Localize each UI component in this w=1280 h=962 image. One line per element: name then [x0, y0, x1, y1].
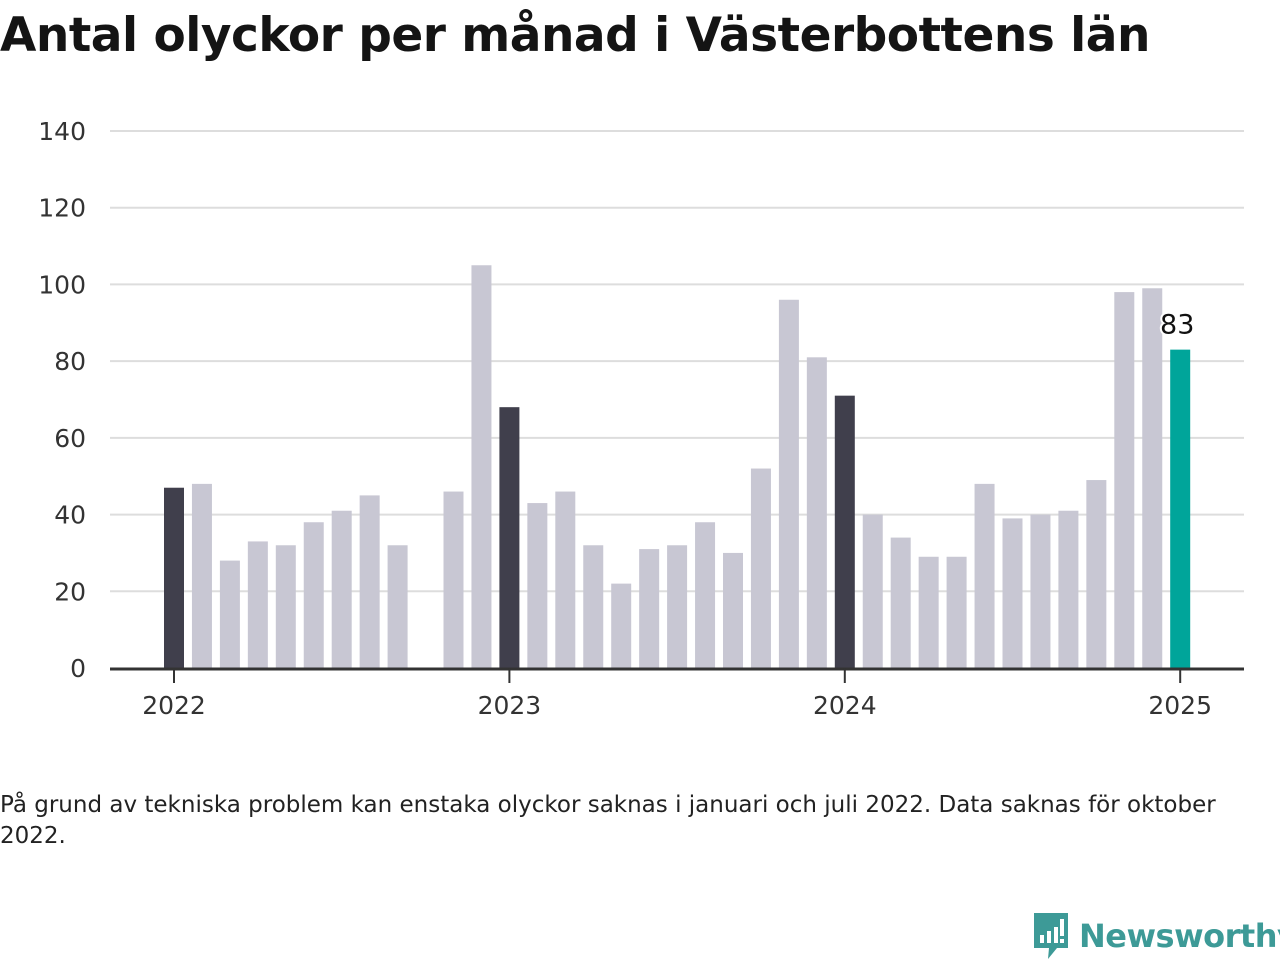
- bar-chart: 0 20 40 60 80 100 120 140 2022 2023 2024 2025 83: [38, 117, 1244, 720]
- bar-2024-01: [834, 395, 855, 668]
- y-tick-label: 20: [54, 577, 86, 606]
- bar-2023-11: [778, 299, 799, 668]
- chart-title: Antal olyckor per månad i Västerbottens …: [0, 8, 1150, 63]
- brand-name: Newsworthy: [1079, 917, 1280, 955]
- bar-2023-06: [639, 549, 660, 668]
- bar-2022-02: [191, 483, 212, 668]
- bar-2022-11: [443, 491, 464, 668]
- bar-2023-07: [667, 545, 688, 668]
- x-tick-label: 2024: [813, 691, 877, 720]
- bar-2022-06: [303, 522, 324, 668]
- y-tick-label: 80: [54, 347, 86, 376]
- x-tick-label: 2023: [478, 691, 542, 720]
- y-tick-label: 100: [38, 270, 86, 299]
- bar-2024-05: [946, 556, 967, 668]
- bar-2023-03: [555, 491, 576, 668]
- bar-2024-07: [1002, 518, 1023, 668]
- bar-2023-04: [583, 545, 604, 668]
- x-axis: 2022 2023 2024 2025: [110, 667, 1244, 720]
- y-tick-label: 0: [70, 654, 86, 683]
- bar-2022-01: [164, 487, 184, 668]
- bar-2024-12: [1142, 288, 1163, 668]
- newsworthy-logo-icon: [1034, 913, 1068, 959]
- bar-2025-01: [1170, 349, 1191, 668]
- bar-2022-05: [275, 545, 296, 668]
- bar-2022-09: [387, 545, 408, 668]
- bar-2024-06: [974, 483, 995, 668]
- bar-2022-03: [219, 560, 240, 668]
- data-labels: 83: [1158, 308, 1196, 343]
- bar-2023-12: [806, 357, 827, 668]
- bar-2024-10: [1086, 480, 1107, 668]
- bar-2024-09: [1058, 510, 1079, 668]
- y-axis-ticks: 0 20 40 60 80 100 120 140: [38, 117, 86, 683]
- y-tick-label: 140: [38, 117, 86, 146]
- bar-2022-08: [359, 495, 380, 668]
- bar-2024-11: [1114, 292, 1135, 668]
- bar-2023-10: [750, 468, 771, 668]
- bar-2024-04: [918, 556, 939, 668]
- highlight-value-label: 83: [1160, 310, 1194, 341]
- footnote: På grund av tekniska problem kan enstaka…: [0, 792, 1216, 849]
- bar-2024-08: [1030, 514, 1051, 668]
- bar-2023-09: [723, 552, 743, 668]
- brand-logo[interactable]: Newsworthy: [1031, 910, 1280, 962]
- y-tick-label: 60: [54, 424, 86, 453]
- x-tick-label: 2022: [142, 691, 206, 720]
- bar-2024-02: [862, 514, 883, 668]
- bar-2023-05: [611, 583, 632, 668]
- bar-2023-08: [695, 522, 716, 668]
- y-tick-label: 120: [38, 194, 86, 223]
- y-tick-label: 40: [54, 501, 86, 530]
- bar-2023-02: [527, 503, 548, 668]
- grid-lines: [110, 130, 1244, 593]
- bars: [164, 265, 1191, 668]
- bar-2022-04: [247, 541, 268, 668]
- bar-2022-07: [331, 510, 352, 668]
- x-tick-label: 2025: [1148, 691, 1212, 720]
- bar-2024-03: [890, 537, 911, 668]
- bar-2022-12: [471, 265, 492, 668]
- bar-2023-01: [499, 407, 520, 668]
